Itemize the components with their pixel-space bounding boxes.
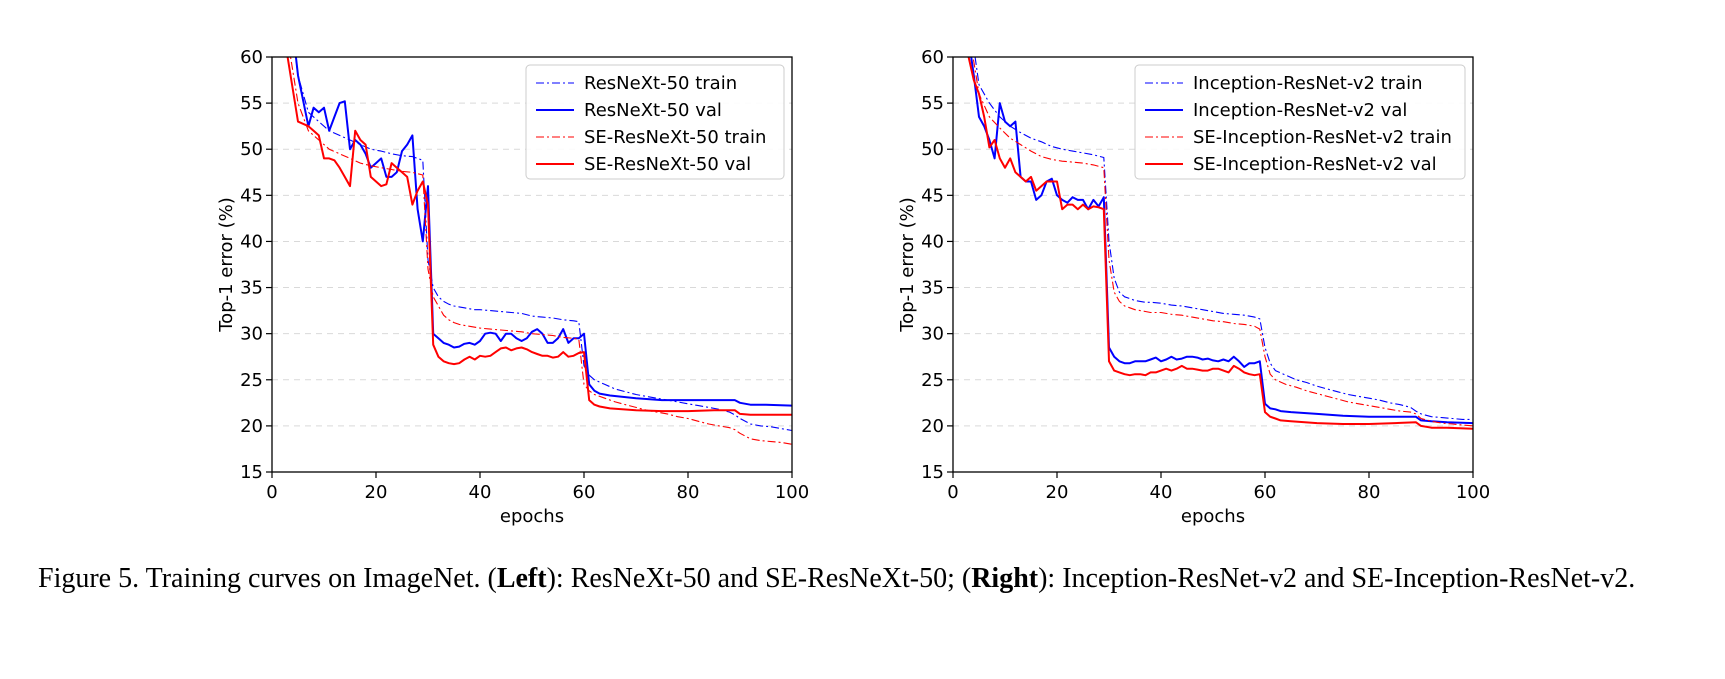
legend-label: Inception-ResNet-v2 train	[1193, 73, 1423, 94]
series-line-inception-resnet-v2-val	[970, 57, 1473, 425]
legend-label: ResNeXt-50 train	[584, 73, 737, 94]
x-axis-label: epochs	[500, 506, 564, 527]
x-tick-label: 100	[775, 482, 809, 503]
figure-caption: Figure 5. Training curves on ImageNet. (…	[38, 560, 1690, 597]
caption-right-text: ): Inception-ResNet-v2 and SE-Inception-…	[1038, 563, 1636, 594]
y-tick-label: 25	[240, 370, 263, 391]
x-tick-label: 40	[1150, 482, 1173, 503]
x-tick-label: 20	[365, 482, 388, 503]
y-tick-label: 45	[240, 185, 263, 206]
caption-left-bold: Left	[496, 563, 547, 594]
plot-frame	[271, 56, 793, 473]
legend-label: SE-Inception-ResNet-v2 train	[1193, 127, 1452, 148]
series-line-se-resnext-50-val	[286, 57, 792, 416]
series-line-se-inception-resnet-v2-train	[972, 57, 1473, 427]
x-tick-label: 60	[1254, 482, 1277, 503]
y-tick-label: 30	[921, 324, 944, 345]
series-group	[286, 57, 792, 445]
y-tick-label: 60	[240, 47, 263, 68]
x-axis-label: epochs	[1181, 506, 1245, 527]
plot-frame	[952, 56, 1474, 473]
chart-panel-right: 15 20 25 30 35 40 45 50 55 60 0 20 40 60 80 100 epochs To…	[897, 47, 1490, 527]
legend-box	[1134, 64, 1466, 180]
x-tick-label: 60	[573, 482, 596, 503]
x-tick-label: 80	[677, 482, 700, 503]
x-tick-label: 100	[1456, 482, 1490, 503]
y-tick-label: 50	[240, 139, 263, 160]
x-tick-label: 20	[1046, 482, 1069, 503]
y-tick-label: 40	[921, 231, 944, 252]
caption-figure-label: Figure 5. Training curves on ImageNet. (	[38, 563, 497, 594]
legend-label: Inception-ResNet-v2 val	[1193, 100, 1407, 121]
legend-label: SE-ResNeXt-50 val	[584, 154, 751, 175]
series-line-se-inception-resnet-v2-val	[967, 57, 1473, 430]
series-line-inception-resnet-v2-train	[974, 57, 1473, 420]
y-tick-label: 35	[240, 278, 263, 299]
legend-box	[525, 64, 785, 180]
legend-label: SE-ResNeXt-50 train	[584, 127, 766, 148]
y-tick-label: 60	[921, 47, 944, 68]
series-line-resnext-50-val	[294, 57, 792, 407]
legend-label: SE-Inception-ResNet-v2 val	[1193, 154, 1437, 175]
caption-left-text: ): ResNeXt-50 and SE-ResNeXt-50; (	[546, 563, 972, 594]
y-tick-label: 25	[921, 370, 944, 391]
y-tick-label: 15	[240, 462, 263, 483]
y-tick-label: 20	[240, 416, 263, 437]
legend: Inception-ResNet-v2 train Inception-ResNe…	[1134, 64, 1466, 180]
series-line-resnext-50-train	[294, 57, 792, 432]
y-tick-label: 50	[921, 139, 944, 160]
x-tick-label: 40	[469, 482, 492, 503]
x-tick-label: 80	[1358, 482, 1381, 503]
y-tick-label: 20	[921, 416, 944, 437]
legend-label: ResNeXt-50 val	[584, 100, 722, 121]
y-tick-label: 15	[921, 462, 944, 483]
x-tick-label: 0	[266, 482, 277, 503]
series-line-se-resnext-50-train	[290, 57, 792, 445]
y-axis-label: Top-1 error (%)	[216, 197, 237, 333]
y-tick-label: 30	[240, 324, 263, 345]
y-tick-label: 40	[240, 231, 263, 252]
y-tick-label: 35	[921, 278, 944, 299]
chart-panel-left: 15 20 25 30 35 40 45 50 55 60 0 20 40 60 80 100 epochs To…	[216, 47, 809, 527]
y-tick-label: 45	[921, 185, 944, 206]
x-tick-label: 0	[947, 482, 958, 503]
y-tick-label: 55	[240, 93, 263, 114]
caption-right-bold: Right	[971, 563, 1039, 594]
y-axis-label: Top-1 error (%)	[897, 197, 918, 333]
series-group	[967, 57, 1473, 430]
legend: ResNeXt-50 train ResNeXt-50 val SE-ResNeXt…	[525, 64, 785, 180]
y-tick-label: 55	[921, 93, 944, 114]
figure-canvas: 15 20 25 30 35 40 45 50 55 60 0 20 40 60 80 100 epochs To…	[216, 47, 1490, 527]
